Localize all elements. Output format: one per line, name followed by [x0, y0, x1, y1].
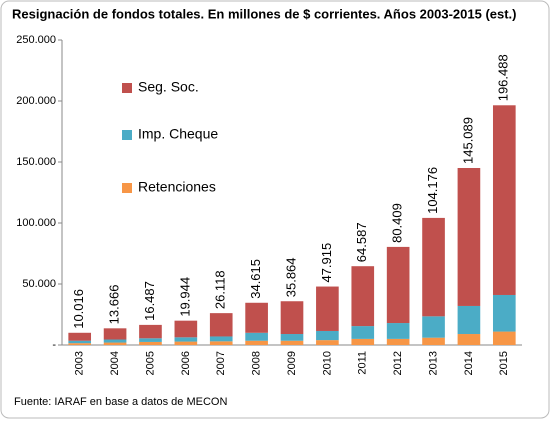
y-tick-label: 200.000	[16, 95, 56, 107]
bar-segment	[492, 331, 516, 345]
bar-segment	[103, 339, 127, 343]
bar-segment	[351, 338, 375, 345]
bar-segment	[139, 324, 162, 339]
legend-label: Imp. Cheque	[138, 126, 218, 142]
x-tick-label: 2011	[357, 351, 369, 375]
total-label: 19.944	[177, 277, 192, 317]
bar-segment	[174, 337, 198, 342]
bar-segment	[209, 336, 233, 342]
x-tick-label: 2009	[286, 351, 298, 375]
legend-label: Retenciones	[138, 179, 216, 195]
x-tick-label: 2014	[463, 351, 475, 375]
bar-segment	[386, 323, 410, 339]
y-tick-label: 100.000	[16, 217, 56, 229]
total-label: 35.864	[283, 257, 298, 297]
bar-segment	[422, 337, 445, 345]
x-tick-label: 2008	[251, 351, 263, 375]
x-tick-label: 2015	[498, 351, 510, 375]
bar-segment	[209, 341, 233, 345]
bar-segment	[386, 338, 410, 345]
x-tick-label: 2012	[392, 351, 404, 375]
x-tick-label: 2005	[144, 351, 156, 375]
bar-segment	[245, 340, 268, 345]
bar-segment	[103, 328, 127, 340]
bar-segment	[68, 343, 92, 345]
bar-segment	[351, 326, 375, 339]
bar-segment	[457, 305, 481, 335]
x-tick-label: 2007	[215, 351, 227, 375]
bar-segment	[174, 320, 198, 338]
bar-segment	[492, 105, 516, 295]
x-tick-label: 2013	[427, 351, 439, 375]
bar-segment	[386, 246, 410, 324]
legend-swatch	[122, 183, 132, 193]
bar-segment	[492, 294, 516, 332]
total-label: 34.615	[248, 259, 263, 299]
total-label: 196.488	[496, 54, 511, 101]
chart-title: Resignación de fondos totales. En millon…	[12, 6, 517, 21]
x-tick-label: 2010	[321, 351, 333, 375]
bar-segment	[139, 341, 162, 345]
x-tick-label: 2006	[180, 351, 192, 375]
y-tick-label: 250.000	[16, 34, 56, 46]
total-label: 10.016	[71, 289, 86, 329]
bar-segment	[280, 340, 304, 345]
total-label: 13.666	[107, 285, 122, 325]
bar-segment	[245, 332, 268, 341]
legend-swatch	[122, 83, 132, 93]
bar-segment	[316, 340, 339, 345]
bar-segment	[280, 301, 304, 335]
total-label: 16.487	[142, 281, 157, 321]
legend-label: Seg. Soc.	[138, 79, 199, 95]
x-tick-label: 2003	[74, 351, 86, 375]
total-label: 80.409	[390, 203, 405, 243]
bar-segment	[351, 266, 375, 327]
bar-segment	[457, 167, 481, 306]
total-label: 47.915	[319, 243, 334, 283]
total-label: 145.089	[460, 117, 475, 164]
bar-segment	[68, 340, 92, 344]
legend-swatch	[122, 130, 132, 140]
x-tick-label: 2004	[109, 351, 121, 375]
bar-segment	[422, 316, 445, 338]
total-label: 104.176	[425, 167, 440, 214]
total-label: 26.118	[213, 270, 228, 309]
bar-segment	[245, 302, 268, 333]
bar-segment	[209, 313, 233, 337]
bar-segment	[174, 341, 198, 345]
total-label: 64.587	[354, 222, 369, 262]
bar-segment	[139, 338, 162, 342]
bar-segment	[68, 332, 92, 341]
bar-segment	[422, 217, 445, 317]
bar-segment	[316, 330, 339, 341]
bar-segment	[280, 334, 304, 341]
y-tick-label: 50.000	[22, 278, 56, 290]
bar-segment	[103, 342, 127, 345]
y-tick-label: -	[52, 339, 56, 351]
bar-segment	[316, 286, 339, 331]
source: Fuente: IARAF en base a datos de MECON	[14, 396, 227, 408]
bar-segment	[457, 334, 481, 345]
y-tick-label: 150.000	[16, 156, 56, 168]
